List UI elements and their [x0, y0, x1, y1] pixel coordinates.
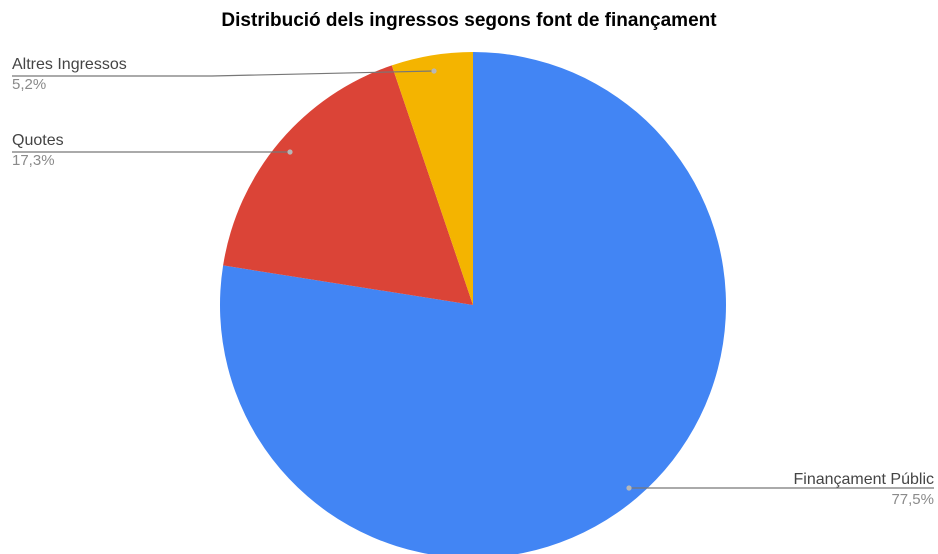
chart-title: Distribució dels ingressos segons font d… — [221, 10, 717, 31]
pie-slice-altres-ingressos — [391, 52, 473, 305]
slice-label-quotes: Quotes — [12, 132, 64, 149]
pie-slices — [219, 52, 726, 554]
pie-slice-quotes — [223, 65, 473, 305]
leader-line-altres-ingressos — [12, 70, 435, 77]
slice-label-financament-public: Finançament Públic — [793, 471, 934, 488]
pie-slice-financament-public — [219, 52, 726, 554]
leader-dot-financament-public — [626, 485, 632, 491]
slice-percent-quotes: 17,3% — [12, 152, 55, 169]
leader-lines — [12, 68, 934, 491]
leader-dot-quotes — [287, 149, 293, 155]
leader-dot-altres-ingressos — [431, 68, 437, 74]
slice-percent-financament-public: 77,5% — [891, 491, 934, 508]
slice-percent-altres-ingressos: 5,2% — [12, 76, 46, 93]
slice-labels: Finançament Públic 77,5% Quotes 17,3% Altres… — [12, 56, 934, 508]
slice-label-altres-ingressos: Altres Ingressos — [12, 56, 127, 73]
